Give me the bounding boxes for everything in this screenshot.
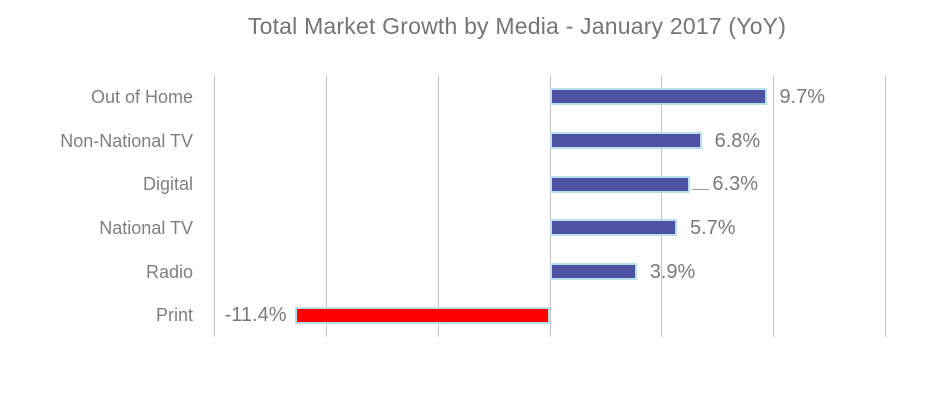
bar-out-of-home bbox=[549, 88, 767, 106]
bar-print bbox=[294, 306, 550, 324]
gridline-15 bbox=[885, 75, 886, 337]
value-label-radio: 3.9% bbox=[649, 260, 696, 283]
category-label-digital: Digital bbox=[142, 174, 193, 195]
value-label-national-tv: 5.7% bbox=[690, 216, 736, 239]
gridline--10 bbox=[325, 75, 327, 337]
gridline-10 bbox=[773, 75, 775, 337]
category-label-non-national-tv: Non-National TV bbox=[60, 130, 193, 151]
value-label-out-of-home: 9.7% bbox=[779, 85, 826, 108]
category-label-national-tv: National TV bbox=[99, 217, 193, 238]
gridline--15 bbox=[214, 75, 215, 337]
bar-radio bbox=[549, 263, 637, 280]
category-label-print: Print bbox=[155, 305, 193, 326]
chart-title: Total Market Growth by Media - January 2… bbox=[247, 13, 787, 39]
leader-line-digital bbox=[692, 189, 710, 191]
gridline-5 bbox=[661, 75, 663, 337]
bar-non-national-tv bbox=[549, 132, 702, 149]
value-label-non-national-tv: 6.8% bbox=[714, 129, 761, 152]
category-label-radio: Radio bbox=[145, 261, 193, 282]
bar-national-tv bbox=[549, 219, 677, 237]
value-label-print: -11.4% bbox=[224, 304, 287, 327]
value-label-digital: 6.3% bbox=[712, 173, 758, 196]
category-label-out-of-home: Out of Home bbox=[90, 86, 193, 107]
bar-digital bbox=[549, 175, 691, 193]
gridline-0 bbox=[549, 75, 551, 337]
gridline--5 bbox=[437, 75, 439, 337]
